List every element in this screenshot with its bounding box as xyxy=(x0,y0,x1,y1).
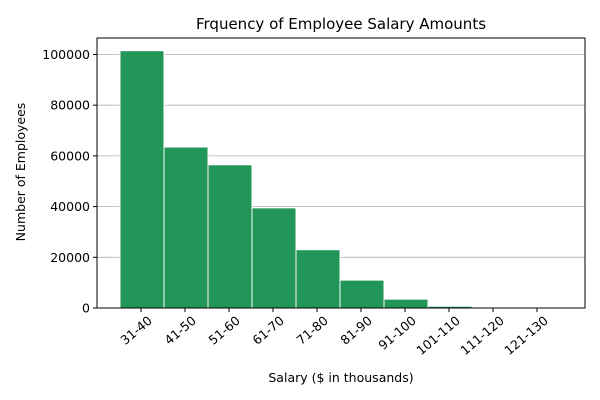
bar-71-80 xyxy=(295,249,341,309)
y-axis-ticks: 0 20000 40000 60000 80000 100000 xyxy=(42,47,97,316)
x-axis-ticks: 31-40 41-50 51-60 61-70 71-80 81-90 91-100101-… xyxy=(117,308,551,358)
bars xyxy=(119,50,561,309)
bar-81-90 xyxy=(339,279,385,309)
x-axis-label: Salary ($ in thousands) xyxy=(268,370,413,385)
y-tick-label: 20000 xyxy=(50,250,90,265)
y-tick-label: 40000 xyxy=(50,199,90,214)
y-tick-label: 60000 xyxy=(50,148,90,163)
chart-title: Frquency of Employee Salary Amounts xyxy=(196,15,486,33)
bar-91-100 xyxy=(383,298,429,309)
x-tick-label: 61-70 xyxy=(249,313,287,348)
x-tick-label: 121-130 xyxy=(501,313,551,358)
plot-frame xyxy=(96,37,586,309)
x-tick-label: 71-80 xyxy=(293,313,331,348)
y-tick-label: 100000 xyxy=(42,47,90,62)
x-tick-label: 111-120 xyxy=(457,313,507,358)
x-tick-label: 41-50 xyxy=(161,313,199,348)
x-tick-label: 51-60 xyxy=(205,313,243,348)
bar-51-60 xyxy=(207,164,253,309)
y-axis-label: Number of Employees xyxy=(13,103,28,242)
bar-61-70 xyxy=(251,207,297,309)
x-tick-label: 101-110 xyxy=(413,313,463,358)
y-tick-label: 80000 xyxy=(50,98,90,113)
bar-31-40 xyxy=(119,50,165,309)
bar-41-50 xyxy=(163,146,209,309)
x-tick-label: 81-90 xyxy=(337,313,375,348)
y-tick-label: 0 xyxy=(82,301,90,316)
x-tick-label: 31-40 xyxy=(117,313,155,348)
